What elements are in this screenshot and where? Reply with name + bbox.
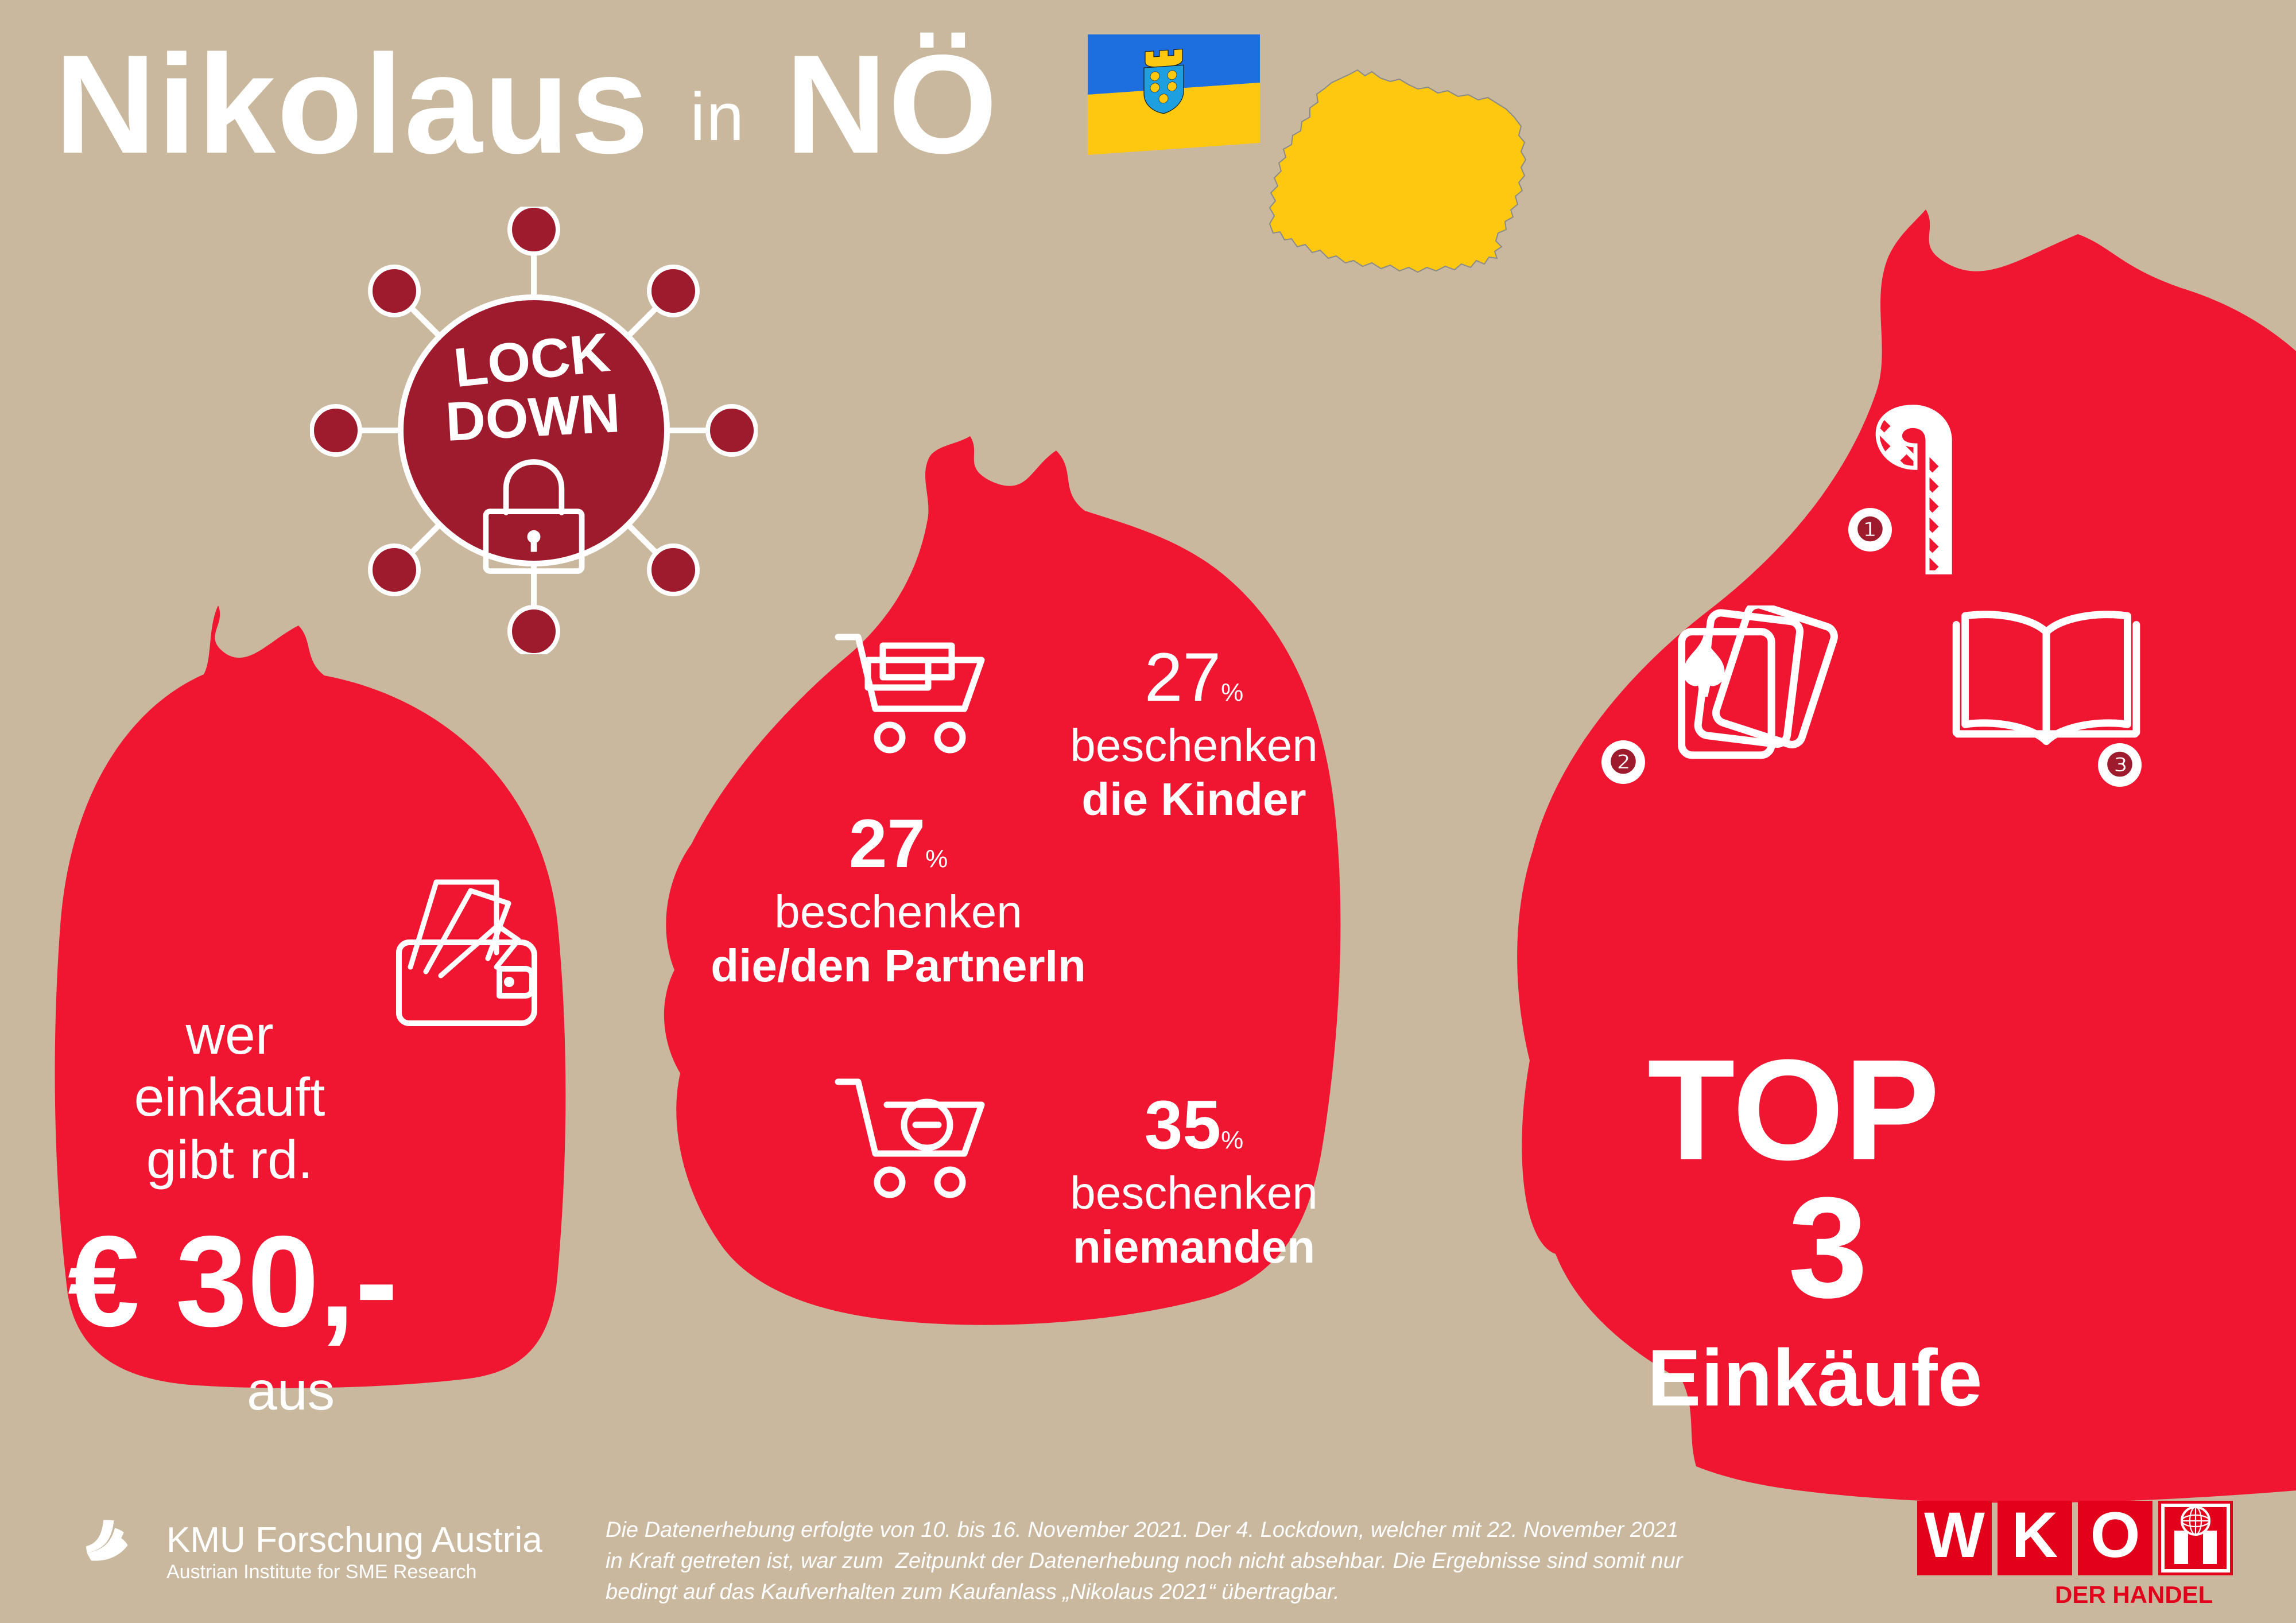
svg-text:W: W	[1924, 1501, 1985, 1571]
svg-text:DER HANDEL: DER HANDEL	[2055, 1581, 2213, 1608]
svg-text:O: O	[2090, 1501, 2140, 1571]
svg-text:DOWN: DOWN	[444, 382, 622, 453]
svg-text:K: K	[2012, 1501, 2058, 1571]
